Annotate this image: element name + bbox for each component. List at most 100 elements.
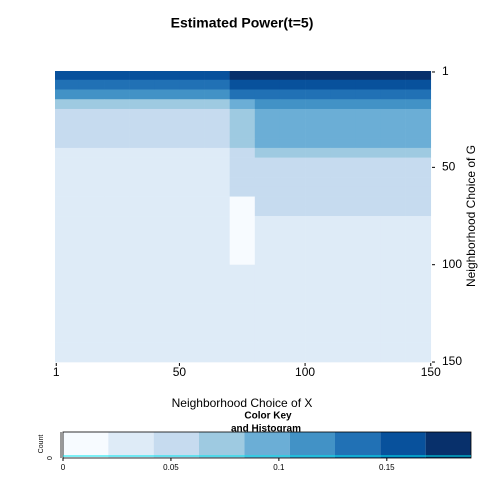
- heatmap-cell: [129, 323, 155, 334]
- heatmap-cell: [204, 157, 230, 168]
- heatmap-cell: [405, 138, 432, 149]
- heatmap-cell: [204, 254, 230, 265]
- heatmap-cell: [229, 313, 256, 324]
- heatmap-cell: [330, 138, 356, 149]
- heatmap-cell: [279, 332, 306, 343]
- heatmap-cell: [355, 274, 381, 285]
- heatmap-cell: [330, 167, 356, 178]
- heatmap-cell: [279, 264, 306, 275]
- heatmap-cell: [179, 128, 205, 139]
- heatmap-cell: [129, 147, 155, 158]
- heatmap-cell: [78, 332, 105, 343]
- heatmap-cell: [204, 352, 230, 363]
- heatmap-cell: [229, 89, 256, 100]
- x-tick-label: 150: [421, 365, 441, 379]
- heatmap-cell: [254, 284, 281, 295]
- heatmap-cell: [254, 128, 281, 139]
- key-count-label: Count: [38, 435, 45, 454]
- heatmap-cell: [380, 342, 406, 353]
- heatmap-cell: [129, 342, 155, 353]
- heatmap-cell: [104, 303, 130, 314]
- key-tick-label: 0.1: [273, 463, 285, 472]
- heatmap-cell: [204, 293, 230, 304]
- heatmap-cell: [355, 245, 381, 256]
- heatmap-cell: [104, 284, 130, 295]
- heatmap-cell: [179, 196, 205, 207]
- heatmap-cell: [405, 264, 432, 275]
- heatmap-cell: [380, 352, 406, 363]
- heatmap-cell: [254, 235, 281, 246]
- heatmap-cell: [55, 352, 80, 363]
- y-tick-label: 150: [442, 354, 462, 368]
- heatmap-cell: [204, 186, 230, 197]
- heatmap-cell: [55, 196, 80, 207]
- heatmap-cell: [380, 332, 406, 343]
- heatmap-cell: [179, 254, 205, 265]
- heatmap-cell: [229, 225, 256, 236]
- heatmap-cell: [229, 147, 256, 158]
- heatmap-cell: [78, 177, 105, 188]
- heatmap-cell: [380, 303, 406, 314]
- heatmap-cell: [305, 323, 331, 334]
- heatmap-cell: [254, 332, 281, 343]
- heatmap-cell: [305, 128, 331, 139]
- heatmap-cell: [104, 128, 130, 139]
- heatmap-cell: [380, 313, 406, 324]
- heatmap-cell: [405, 323, 432, 334]
- heatmap-cell: [305, 196, 331, 207]
- heatmap-cell: [104, 138, 130, 149]
- heatmap-cell: [229, 79, 256, 90]
- heatmap-cell: [204, 147, 230, 158]
- heatmap-cell: [78, 274, 105, 285]
- heatmap-cell: [355, 235, 381, 246]
- heatmap-cell: [104, 167, 130, 178]
- heatmap-cell: [229, 196, 256, 207]
- heatmap-cell: [405, 303, 432, 314]
- heatmap-cell: [229, 177, 256, 188]
- heatmap-cell: [104, 323, 130, 334]
- heatmap-cell: [405, 177, 432, 188]
- heatmap-cell: [204, 313, 230, 324]
- heatmap-cell: [279, 186, 306, 197]
- heatmap-cell: [104, 245, 130, 256]
- heatmap-cell: [305, 264, 331, 275]
- heatmap-cell: [355, 196, 381, 207]
- heatmap-cell: [279, 235, 306, 246]
- heatmap-cell: [355, 79, 381, 90]
- heatmap-cell: [78, 264, 105, 275]
- heatmap-cell: [355, 254, 381, 265]
- heatmap-cell: [129, 235, 155, 246]
- heatmap-cell: [279, 254, 306, 265]
- heatmap-cell: [55, 303, 80, 314]
- heatmap-cell: [129, 196, 155, 207]
- heatmap-cell: [355, 118, 381, 129]
- heatmap-cell: [78, 157, 105, 168]
- heatmap-cell: [405, 79, 432, 90]
- heatmap-cell: [229, 303, 256, 314]
- heatmap-cell: [104, 71, 130, 81]
- heatmap-cell: [380, 284, 406, 295]
- heatmap-cell: [330, 89, 356, 100]
- heatmap-cell: [104, 157, 130, 168]
- heatmap-cell: [279, 225, 306, 236]
- heatmap-cell: [55, 108, 80, 119]
- heatmap-cell: [355, 138, 381, 149]
- heatmap-cell: [355, 89, 381, 100]
- heatmap-cell: [129, 225, 155, 236]
- heatmap-cell: [55, 284, 80, 295]
- heatmap-cell: [104, 342, 130, 353]
- heatmap-cell: [355, 128, 381, 139]
- heatmap-cell: [305, 274, 331, 285]
- heatmap-cell: [78, 147, 105, 158]
- heatmap-cell: [229, 71, 256, 81]
- heatmap-cell: [229, 99, 256, 110]
- heatmap-cell: [129, 71, 155, 81]
- x-tick-label: 1: [53, 365, 60, 379]
- heatmap-cell: [55, 186, 80, 197]
- heatmap-cell: [204, 79, 230, 90]
- heatmap-cell: [129, 79, 155, 90]
- heatmap-cell: [129, 138, 155, 149]
- heatmap-cell: [355, 342, 381, 353]
- heatmap-cell: [380, 157, 406, 168]
- heatmap-cell: [229, 108, 256, 119]
